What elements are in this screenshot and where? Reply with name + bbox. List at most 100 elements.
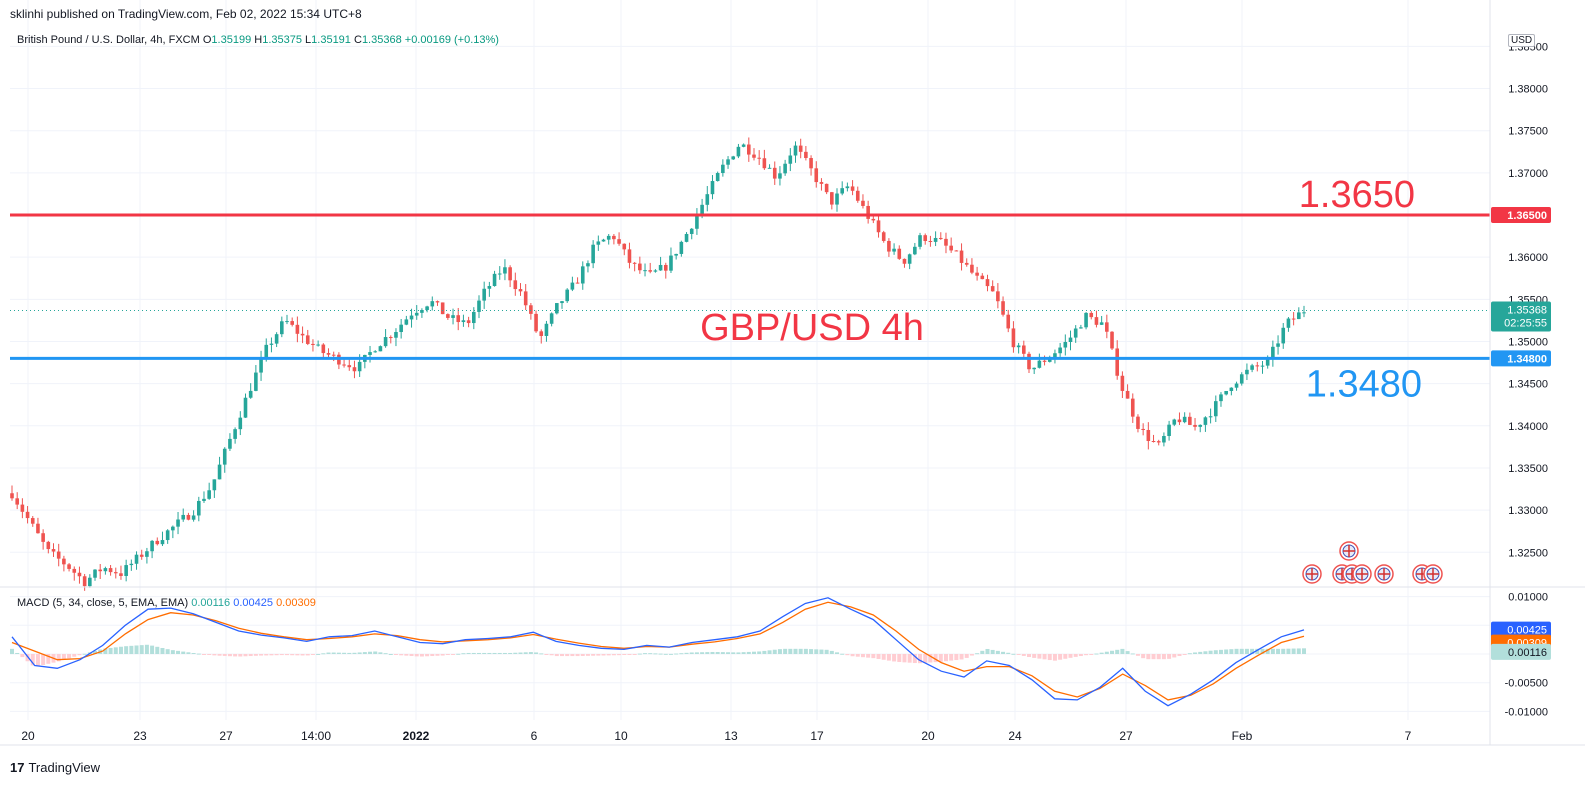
macd-hist-bar (1234, 648, 1239, 654)
candle-body (171, 526, 175, 531)
candle-body (539, 331, 544, 336)
candle-body (233, 429, 237, 439)
economic-event-flag-icon[interactable] (1374, 564, 1394, 584)
candle-body (1022, 345, 1026, 354)
macd-hist-bar (233, 654, 238, 657)
macd-hist-bar (746, 651, 751, 654)
macd-hist-bar (1104, 651, 1109, 654)
macd-hist-bar (845, 654, 850, 656)
macd-hist-bar (601, 654, 606, 656)
candle-body (1260, 365, 1265, 367)
time-tick-label: 23 (133, 729, 147, 743)
tradingview-brand[interactable]: 17 TradingView (10, 760, 100, 775)
last-price-tag: 1.35368 (1507, 304, 1547, 316)
axes: 1.385001.380001.375001.370001.365001.360… (0, 0, 1585, 746)
candle-body (778, 173, 782, 179)
candle-body (933, 237, 938, 242)
price-tick-label: 1.37000 (1508, 168, 1548, 180)
macd-hist-bar (425, 654, 430, 657)
macd-hist-bar (25, 654, 30, 662)
macd-hist-bar (362, 652, 367, 654)
candle-body (1130, 398, 1135, 417)
macd-hist-bar (347, 652, 352, 654)
macd-hist-bar (777, 649, 782, 654)
candle-body (435, 301, 440, 303)
macd-hist-bar (357, 652, 362, 654)
macd-hist-bar (41, 654, 46, 665)
macd-hist-bar (575, 654, 580, 657)
macd-hist-bar (30, 654, 35, 666)
macd-hist-bar (767, 650, 772, 654)
macd-hist-bar (1208, 650, 1213, 654)
economic-event-flag-icon[interactable] (1339, 541, 1359, 561)
candle-body (695, 214, 699, 229)
candle-body (181, 514, 186, 520)
candle-body (254, 372, 258, 391)
candle-body (907, 254, 912, 264)
macd-hist-bar (404, 654, 409, 656)
candle-body (129, 563, 134, 566)
macd-hist-bar (466, 652, 471, 654)
macd-hist-bar (274, 654, 279, 656)
macd-hist-bar (508, 652, 513, 654)
candle-body (648, 270, 653, 272)
macd-hist-bar (928, 654, 933, 663)
candle-body (700, 204, 704, 215)
candle-body (1089, 312, 1094, 318)
macd-hist-bar (819, 649, 824, 654)
candle-body (871, 218, 876, 221)
economic-event-flag-icon[interactable] (1352, 564, 1372, 584)
candle-body (944, 238, 948, 246)
candle-body (586, 263, 590, 267)
macd-hist-bar (1182, 654, 1187, 655)
candle-body (404, 319, 409, 325)
macd-hist-bar (368, 651, 373, 654)
candle-body (124, 565, 128, 576)
macd-hist-bar (1047, 654, 1052, 661)
economic-event-flag-icon[interactable] (1302, 564, 1322, 584)
macd-hist-bar (1224, 649, 1229, 654)
candle-body (264, 344, 269, 359)
candle-body (383, 337, 388, 347)
economic-event-flag-icon[interactable] (1423, 564, 1443, 584)
macd-hist-bar (1177, 654, 1182, 657)
macd-hist-bar (1151, 654, 1156, 660)
candle-body (793, 145, 798, 156)
candle-body (1120, 375, 1125, 391)
macd-hist-bar (378, 652, 383, 654)
macd-hist-bar (181, 651, 186, 654)
macd-hist-bar (783, 648, 788, 654)
change-value: +0.00169 (+0.13%) (404, 34, 499, 46)
macd-hist-bar (637, 653, 642, 655)
macd-hist-bar (643, 653, 648, 655)
candle-body (56, 551, 61, 559)
macd-hist-bar (222, 654, 227, 656)
macd-hist-bar (1255, 648, 1260, 654)
candle-body (228, 438, 232, 449)
macd-hist-bar (238, 654, 243, 657)
macd-hist-bar (93, 650, 98, 654)
macd-hist-bar (860, 654, 865, 658)
macd-signal-value: 0.00309 (276, 597, 316, 609)
candle-body (508, 267, 512, 281)
candle-body (1198, 424, 1203, 427)
currency-badge[interactable]: USD (1508, 34, 1536, 47)
macd-hist-bar (1156, 654, 1161, 660)
macd-hist-bar (886, 654, 891, 661)
event-flags[interactable] (1302, 541, 1443, 584)
candle-body (1276, 343, 1280, 347)
candle-body (492, 273, 497, 287)
candle-body (1079, 327, 1083, 329)
candle-body (46, 541, 51, 550)
macd-hist-bar (1244, 648, 1249, 654)
candle-body (1239, 374, 1244, 384)
macd-hist-bar (1125, 651, 1130, 654)
candle-body (186, 514, 191, 520)
macd-hist-value: 0.00116 (191, 597, 231, 609)
macd-hist-bar (176, 650, 181, 654)
macd-hist-bar (103, 648, 108, 654)
candle-body (103, 568, 108, 572)
macd-hist-bar (1084, 654, 1089, 656)
macd-hist-bar (316, 653, 321, 655)
